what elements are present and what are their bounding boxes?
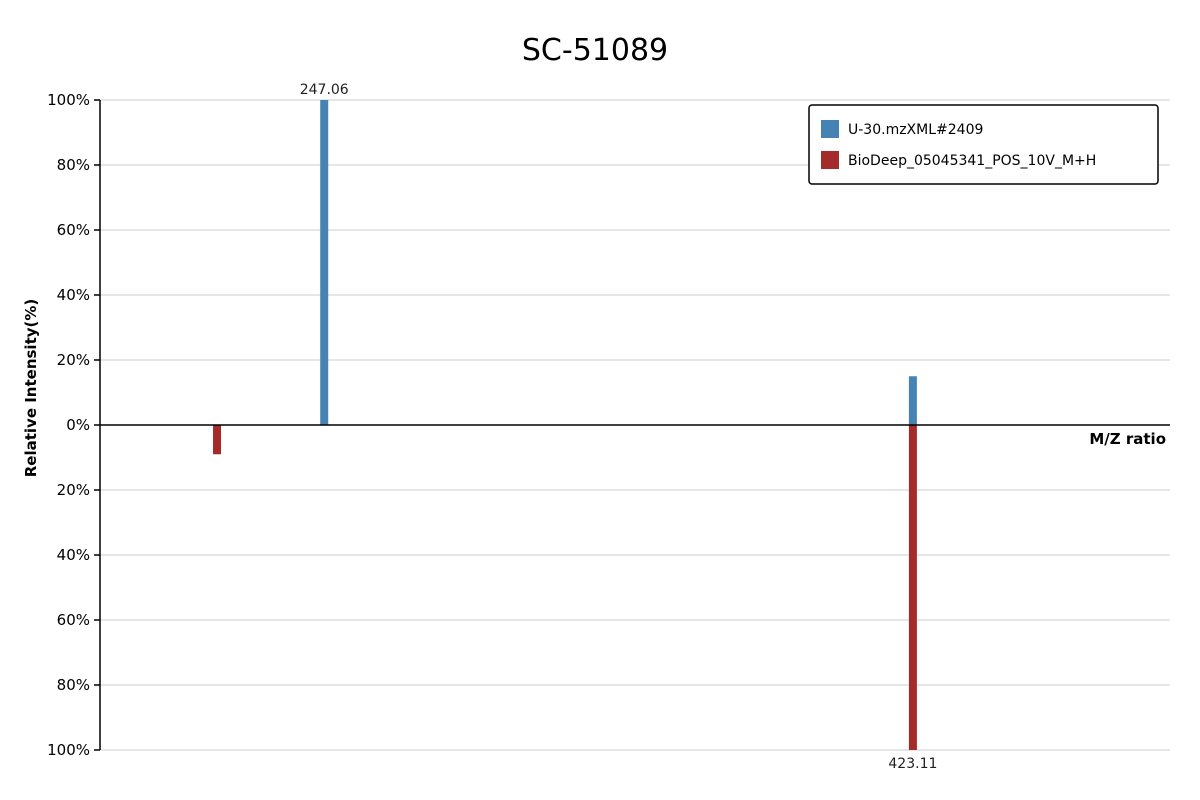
peak-mz-label: 247.06 bbox=[300, 82, 349, 98]
legend: U-30.mzXML#2409 BioDeep_05045341_POS_10V… bbox=[808, 104, 1159, 185]
grid-lines bbox=[100, 99, 1170, 751]
y-tick-label: 60% bbox=[57, 221, 90, 239]
peak-bar-series-2 bbox=[908, 425, 917, 750]
peak-labels: 247.06 423.11 bbox=[300, 82, 938, 772]
y-tick-label: 100% bbox=[47, 91, 90, 109]
chart-title: SC-51089 bbox=[522, 33, 668, 68]
y-tick-label: 80% bbox=[57, 156, 90, 174]
legend-label-series-1: U-30.mzXML#2409 bbox=[848, 122, 983, 138]
y-tick-label: 40% bbox=[57, 546, 90, 564]
peak-bar-series-1 bbox=[908, 376, 917, 425]
x-axis-title: M/Z ratio bbox=[1089, 430, 1166, 448]
y-axis-title: Relative Intensity(%) bbox=[22, 299, 40, 478]
y-tick-label: 100% bbox=[47, 741, 90, 759]
y-tick-label: 80% bbox=[57, 676, 90, 694]
legend-label-series-2: BioDeep_05045341_POS_10V_M+H bbox=[848, 153, 1096, 169]
axes bbox=[99, 100, 1170, 750]
peak-mz-label: 423.11 bbox=[888, 756, 937, 772]
legend-swatch-series-1 bbox=[821, 120, 839, 138]
y-axis-ticks: 100% 80% 60% 40% 20% 0% 20% 40% 60% 80% 100% bbox=[47, 91, 100, 759]
y-tick-label: 0% bbox=[66, 416, 90, 434]
y-tick-label: 40% bbox=[57, 286, 90, 304]
peak-bar-series-1 bbox=[320, 100, 329, 425]
y-tick-label: 20% bbox=[57, 351, 90, 369]
spectrum-peaks bbox=[213, 100, 917, 750]
legend-box bbox=[808, 104, 1159, 185]
y-tick-label: 20% bbox=[57, 481, 90, 499]
legend-swatch-series-2 bbox=[821, 151, 839, 169]
peak-bar-series-2 bbox=[213, 425, 222, 455]
y-tick-label: 60% bbox=[57, 611, 90, 629]
